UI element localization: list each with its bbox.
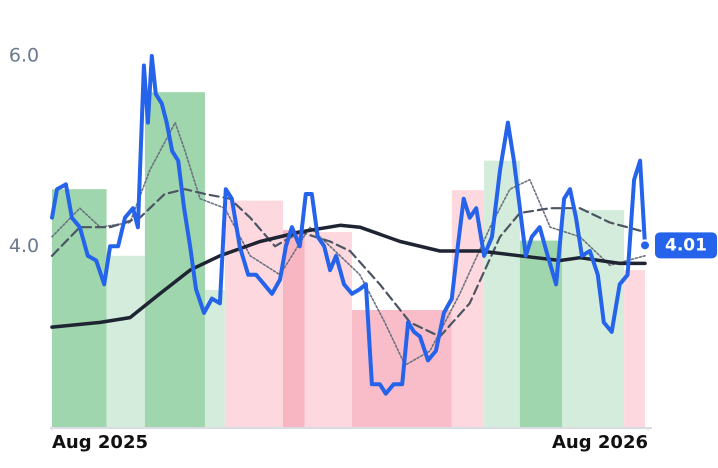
band	[624, 270, 646, 427]
band	[224, 200, 283, 427]
y-tick-label: 4.0	[9, 235, 39, 257]
badge-label: 4.01	[665, 235, 707, 255]
band	[144, 92, 205, 427]
band	[282, 230, 305, 427]
y-tick-label: 6.0	[9, 45, 39, 67]
band	[484, 160, 520, 427]
band	[106, 255, 145, 427]
band	[204, 290, 225, 427]
series-line	[50, 223, 647, 329]
x-tick-label: Aug 2025	[52, 432, 148, 453]
badge-box	[655, 232, 717, 259]
last-point	[639, 239, 652, 252]
band	[519, 240, 563, 427]
series-line	[51, 121, 646, 366]
x-tick-label: Aug 2026	[552, 432, 648, 453]
series-line	[50, 188, 647, 338]
series-line	[50, 54, 647, 396]
